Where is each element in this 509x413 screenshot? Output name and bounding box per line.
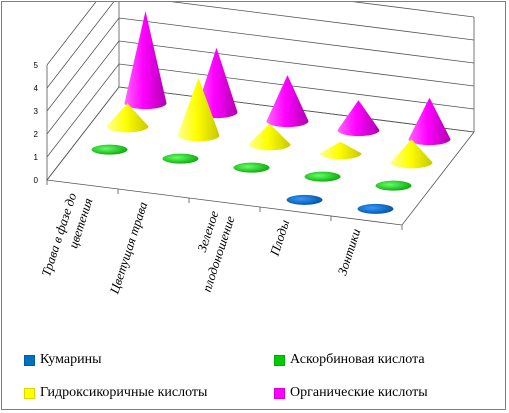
floor <box>46 86 475 226</box>
data-point-disk <box>357 203 394 214</box>
y-tick-label: 2 <box>34 130 39 139</box>
legend-label: Органические кислоты <box>290 385 428 400</box>
x-tick-label: Плоды <box>266 218 292 259</box>
data-point-disk <box>304 171 341 182</box>
data-point-disk <box>91 144 128 155</box>
data-point-cone <box>177 77 220 142</box>
legend-swatch-icon <box>274 354 285 366</box>
x-tick-label-line: Зонтики <box>334 226 363 277</box>
axes-grid <box>46 2 475 230</box>
legend-swatch-icon <box>274 387 285 399</box>
x-tick-label: Зонтики <box>334 226 363 277</box>
x-tick-label-line: Плоды <box>266 218 292 259</box>
data-point-cone <box>106 103 149 133</box>
data-point-cone <box>266 75 309 128</box>
legend-item-organic-acids: Органические кислоты <box>274 385 428 401</box>
y-tick-label: 0 <box>34 176 39 185</box>
gridline <box>46 2 475 89</box>
legend-label: Гидроксикоричные кислоты <box>40 385 208 400</box>
data-point-cone <box>124 11 167 110</box>
y-tick-label: 3 <box>34 107 39 116</box>
data-point-cone <box>337 100 380 137</box>
gridline <box>46 2 475 66</box>
data-point-disk <box>375 180 412 191</box>
legend: Кумарины Аскорбиновая кислота Гидроксико… <box>2 332 507 412</box>
x-tick-label-line: Цветущая трава <box>106 199 150 296</box>
y-tick-label: 4 <box>34 84 39 93</box>
data-point-disk <box>286 194 323 205</box>
legend-label: Кумарины <box>40 352 102 367</box>
legend-label: Аскорбиновая кислота <box>290 352 425 367</box>
data-point-disk <box>233 162 270 173</box>
data-point-disk <box>162 153 199 164</box>
legend-item-ascorbic-acid: Аскорбиновая кислота <box>274 352 425 368</box>
legend-swatch-icon <box>24 387 35 399</box>
data-point-cone <box>390 139 433 169</box>
data-marks <box>91 11 451 214</box>
x-tick-label: Цветущая трава <box>106 199 150 296</box>
data-point-cone <box>319 141 362 160</box>
legend-swatch-icon <box>24 354 35 366</box>
legend-item-hydroxycinnamic-acids: Гидроксикоричные кислоты <box>24 385 207 401</box>
data-point-cone <box>408 97 451 146</box>
data-point-cone <box>248 123 291 151</box>
y-tick-label: 1 <box>34 153 39 162</box>
legend-item-coumarins: Кумарины <box>24 352 101 368</box>
y-tick-label: 5 <box>34 61 39 70</box>
